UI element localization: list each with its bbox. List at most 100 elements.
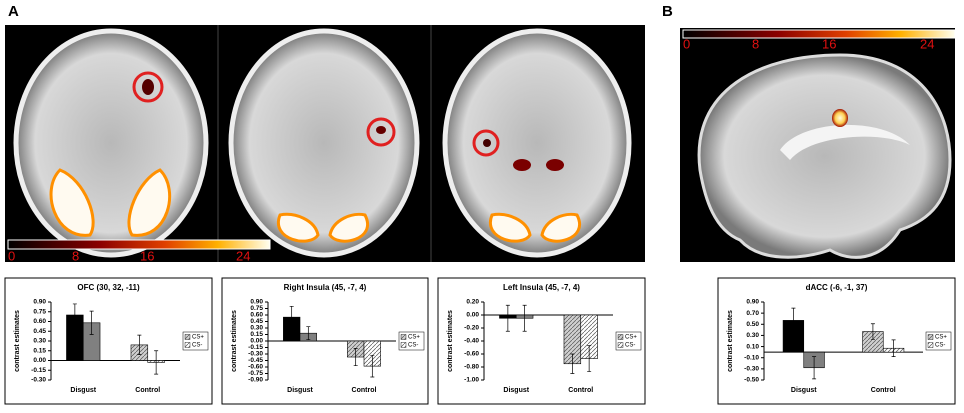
y-tick-label: 0.90 — [33, 299, 46, 306]
legend-label: CS- — [192, 343, 202, 349]
error-bar — [154, 350, 159, 375]
y-tick-label: 0.90 — [250, 299, 263, 306]
legend-label: CS- — [935, 343, 945, 349]
error-bar — [891, 339, 896, 357]
y-tick-label: 0.50 — [746, 321, 759, 328]
brain-sagittal — [697, 53, 952, 259]
brain-slice — [228, 28, 420, 258]
error-bar — [505, 304, 510, 332]
colorbar-label: 0 — [683, 36, 690, 51]
y-axis-label: contrast estimates — [727, 310, 734, 372]
error-bar — [812, 356, 817, 380]
legend-label: CS+ — [192, 335, 204, 341]
y-tick-label: -0.60 — [248, 364, 263, 371]
chart-title: dACC (-6, -1, 37) — [806, 283, 868, 292]
y-tick-label: -0.80 — [464, 364, 479, 371]
legend-swatch — [184, 334, 191, 340]
brain-slice — [13, 28, 209, 258]
error-bar — [522, 304, 527, 332]
error-bar — [289, 305, 294, 329]
y-tick-label: 0.45 — [250, 318, 263, 325]
chart-frame — [437, 277, 646, 405]
chart-frame — [4, 277, 213, 405]
colorbar — [7, 239, 271, 250]
y-tick-label: 0.20 — [466, 299, 479, 306]
chart-title: Right Insula (45, -7, 4) — [284, 283, 367, 292]
error-bar — [353, 348, 358, 367]
y-tick-label: 0.75 — [250, 305, 263, 312]
colorbar-label: 16 — [140, 248, 154, 263]
error-bar — [89, 310, 94, 335]
legend-swatch — [400, 342, 407, 348]
y-tick-label: -1.00 — [464, 377, 479, 384]
legend-label: CS- — [625, 343, 635, 349]
legend-swatch — [927, 342, 934, 348]
error-bar — [870, 323, 875, 340]
legend-swatch — [184, 342, 191, 348]
x-tick-label: Control — [352, 387, 377, 394]
colorbar-label: 8 — [72, 248, 79, 263]
error-bar — [570, 353, 575, 374]
legend-swatch — [617, 342, 624, 348]
y-tick-label: 0.60 — [250, 312, 263, 319]
y-tick-label: -0.30 — [31, 377, 46, 384]
y-tick-label: -0.15 — [31, 367, 46, 374]
legend-swatch — [400, 334, 407, 340]
colorbar-label: 24 — [236, 248, 250, 263]
y-tick-label: -0.15 — [248, 344, 263, 351]
panel-label: A — [8, 3, 19, 20]
y-tick-label: -0.60 — [464, 351, 479, 358]
y-tick-label: -0.50 — [744, 377, 759, 384]
y-tick-label: 0.90 — [746, 299, 759, 306]
error-bar — [791, 307, 796, 333]
y-tick-label: 0.10 — [746, 343, 759, 350]
colorbar-label: 24 — [920, 36, 934, 51]
chart-frame — [717, 277, 956, 405]
y-axis-label: contrast estimates — [14, 310, 21, 372]
error-bar — [587, 345, 592, 372]
error-bar — [72, 303, 77, 327]
x-tick-label: Disgust — [70, 387, 96, 394]
y-tick-label: -0.30 — [744, 366, 759, 373]
y-tick-label: 0.15 — [33, 347, 46, 354]
chart-title: OFC (30, 32, -11) — [77, 283, 140, 292]
y-tick-label: 0.15 — [250, 331, 263, 338]
x-tick-label: Control — [135, 387, 160, 394]
y-tick-label: -0.20 — [464, 325, 479, 332]
panel-label: B — [662, 3, 673, 20]
y-tick-label: 0.60 — [33, 318, 46, 325]
brain-slice — [442, 28, 632, 258]
x-tick-label: Disgust — [287, 387, 313, 394]
y-tick-label: 0.45 — [33, 328, 46, 335]
chart-title: Left Insula (45, -7, 4) — [503, 283, 580, 292]
error-bar — [306, 326, 311, 341]
colorbar-label: 0 — [8, 248, 15, 263]
error-bar — [370, 354, 375, 378]
y-tick-label: -0.75 — [248, 370, 263, 377]
y-tick-label: 0.30 — [250, 325, 263, 332]
y-tick-label: 0.00 — [33, 357, 46, 364]
y-tick-label: 0.00 — [466, 312, 479, 319]
legend-swatch — [927, 334, 934, 340]
y-tick-label: -0.90 — [248, 377, 263, 384]
y-tick-label: 0.00 — [250, 338, 263, 345]
y-tick-label: -0.10 — [744, 354, 759, 361]
legend-label: CS+ — [935, 335, 947, 341]
colorbar-label: 16 — [822, 36, 836, 51]
y-axis-label: contrast estimates — [231, 310, 238, 372]
colorbar-label: 8 — [752, 36, 759, 51]
y-tick-label: -0.40 — [464, 338, 479, 345]
y-tick-label: -0.45 — [248, 357, 263, 364]
y-tick-label: 0.30 — [746, 332, 759, 339]
y-tick-label: 0.75 — [33, 308, 46, 315]
x-tick-label: Disgust — [503, 387, 529, 394]
legend-label: CS- — [408, 343, 418, 349]
y-axis-label: contrast estimates — [447, 310, 454, 372]
legend-label: CS+ — [408, 335, 420, 341]
x-tick-label: Control — [568, 387, 593, 394]
legend-swatch — [617, 334, 624, 340]
legend-label: CS+ — [625, 335, 637, 341]
colorbar — [682, 29, 956, 39]
